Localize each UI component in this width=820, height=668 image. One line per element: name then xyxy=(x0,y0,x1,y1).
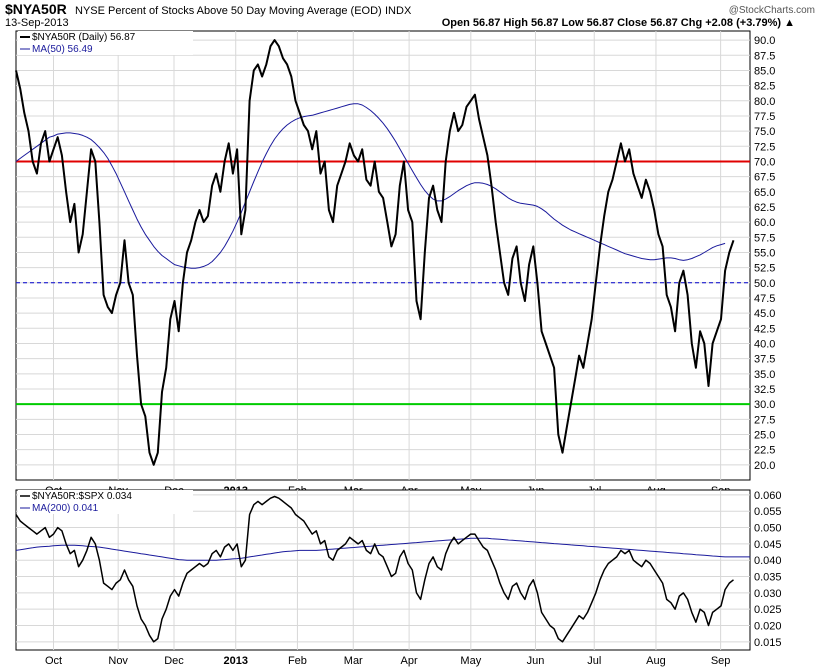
watermark: @StockCharts.com xyxy=(729,5,815,16)
y-tick-label: 42.5 xyxy=(754,323,775,335)
x-tick-label: Sep xyxy=(711,655,731,667)
y-tick-label: 77.5 xyxy=(754,111,775,123)
series-line xyxy=(15,103,726,269)
header-svg: $NYA50R NYSE Percent of Stocks Above 50 … xyxy=(5,1,815,29)
y-tick-label: 72.5 xyxy=(754,141,775,153)
legend-label: MA(50) 56.49 xyxy=(32,44,93,55)
y-tick-label: 0.035 xyxy=(754,572,782,584)
y-tick-label: 0.020 xyxy=(754,621,782,633)
legend-box xyxy=(18,490,193,514)
y-tick-label: 0.045 xyxy=(754,539,782,551)
panel-frame xyxy=(15,489,751,651)
legend-label: $NYA50R (Daily) 56.87 xyxy=(32,32,136,43)
y-tick-label: 27.5 xyxy=(754,414,775,426)
x-tick-label: Aug xyxy=(646,655,666,667)
quote-label: Open 56.87 High 56.87 Low 56.87 Close 56… xyxy=(442,17,795,29)
series-line xyxy=(15,537,751,561)
exchange-label: INDX xyxy=(385,5,412,17)
y-tick-label: 62.5 xyxy=(754,202,775,214)
y-tick-label: 40.0 xyxy=(754,338,775,350)
x-tick-label: Dec xyxy=(164,655,184,667)
y-tick-label: 20.0 xyxy=(754,460,775,472)
x-tick-label: Oct xyxy=(45,655,62,667)
y-tick-label: 50.0 xyxy=(754,278,775,290)
series-line xyxy=(15,39,735,466)
x-tick-label: Nov xyxy=(108,655,128,667)
y-tick-label: 30.0 xyxy=(754,399,775,411)
y-tick-label: 70.0 xyxy=(754,156,775,168)
y-tick-label: 45.0 xyxy=(754,308,775,320)
y-tick-label: 0.030 xyxy=(754,588,782,600)
y-tick-label: 32.5 xyxy=(754,384,775,396)
date-label: 13-Sep-2013 xyxy=(5,17,69,29)
y-tick-label: 0.055 xyxy=(754,506,782,518)
description-label: NYSE Percent of Stocks Above 50 Day Movi… xyxy=(75,5,382,17)
y-tick-label: 0.025 xyxy=(754,604,782,616)
y-tick-label: 0.015 xyxy=(754,637,782,649)
symbol-label: $NYA50R xyxy=(5,1,67,17)
x-tick-label: Jun xyxy=(527,655,545,667)
x-tick-label: Feb xyxy=(288,655,307,667)
y-tick-label: 75.0 xyxy=(754,126,775,138)
y-tick-label: 37.5 xyxy=(754,354,775,366)
y-tick-label: 0.050 xyxy=(754,523,782,535)
y-tick-label: 60.0 xyxy=(754,217,775,229)
x-tick-label: 2013 xyxy=(223,655,247,667)
x-tick-label: May xyxy=(460,655,481,667)
y-tick-label: 65.0 xyxy=(754,187,775,199)
y-tick-label: 47.5 xyxy=(754,293,775,305)
x-tick-label: Apr xyxy=(401,655,418,667)
y-tick-label: 57.5 xyxy=(754,232,775,244)
y-tick-label: 82.5 xyxy=(754,81,775,93)
y-tick-label: 0.040 xyxy=(754,555,782,567)
legend-label: $NYA50R:$SPX 0.034 xyxy=(32,491,132,502)
legend-label: MA(200) 0.041 xyxy=(32,503,99,514)
y-tick-label: 80.0 xyxy=(754,96,775,108)
y-tick-label: 87.5 xyxy=(754,50,775,62)
y-tick-label: 55.0 xyxy=(754,247,775,259)
series-line xyxy=(15,495,734,643)
panel-frame xyxy=(15,30,751,481)
y-tick-label: 0.060 xyxy=(754,490,782,502)
y-tick-label: 90.0 xyxy=(754,35,775,47)
x-tick-label: Jul xyxy=(587,655,601,667)
y-tick-label: 22.5 xyxy=(754,445,775,457)
y-tick-label: 85.0 xyxy=(754,65,775,77)
y-tick-label: 35.0 xyxy=(754,369,775,381)
x-tick-label: Mar xyxy=(344,655,363,667)
legend-box xyxy=(18,31,193,55)
y-tick-label: 67.5 xyxy=(754,172,775,184)
y-tick-label: 52.5 xyxy=(754,263,775,275)
y-tick-label: 25.0 xyxy=(754,429,775,441)
